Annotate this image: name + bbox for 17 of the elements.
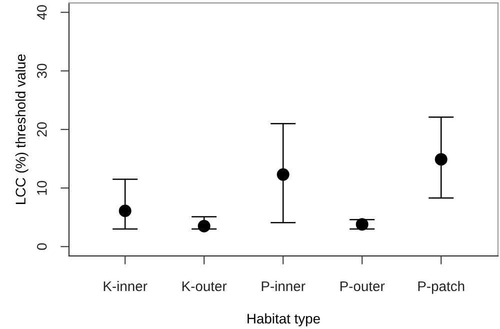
point: [276, 168, 290, 181]
y-tick-label: 0: [36, 243, 47, 250]
x-tick-label: K-outer: [182, 281, 227, 292]
point: [198, 220, 210, 232]
x-tick-label: P-patch: [418, 280, 464, 294]
y-tick-label: 10: [36, 180, 47, 195]
y-tick-label: 40: [36, 5, 47, 20]
x-tick-label: P-inner: [262, 280, 306, 292]
point: [118, 204, 132, 218]
y-axis-title: LCC (%) threshold value: [15, 54, 28, 204]
x-axis-title: Habitat type: [248, 313, 320, 326]
x-tick-label: K-inner: [104, 280, 148, 292]
point: [434, 153, 448, 166]
y-tick-label: 30: [36, 64, 47, 78]
point: [356, 218, 368, 231]
x-tick-label: P-outer: [340, 281, 385, 292]
y-tick-label: 20: [36, 122, 47, 136]
